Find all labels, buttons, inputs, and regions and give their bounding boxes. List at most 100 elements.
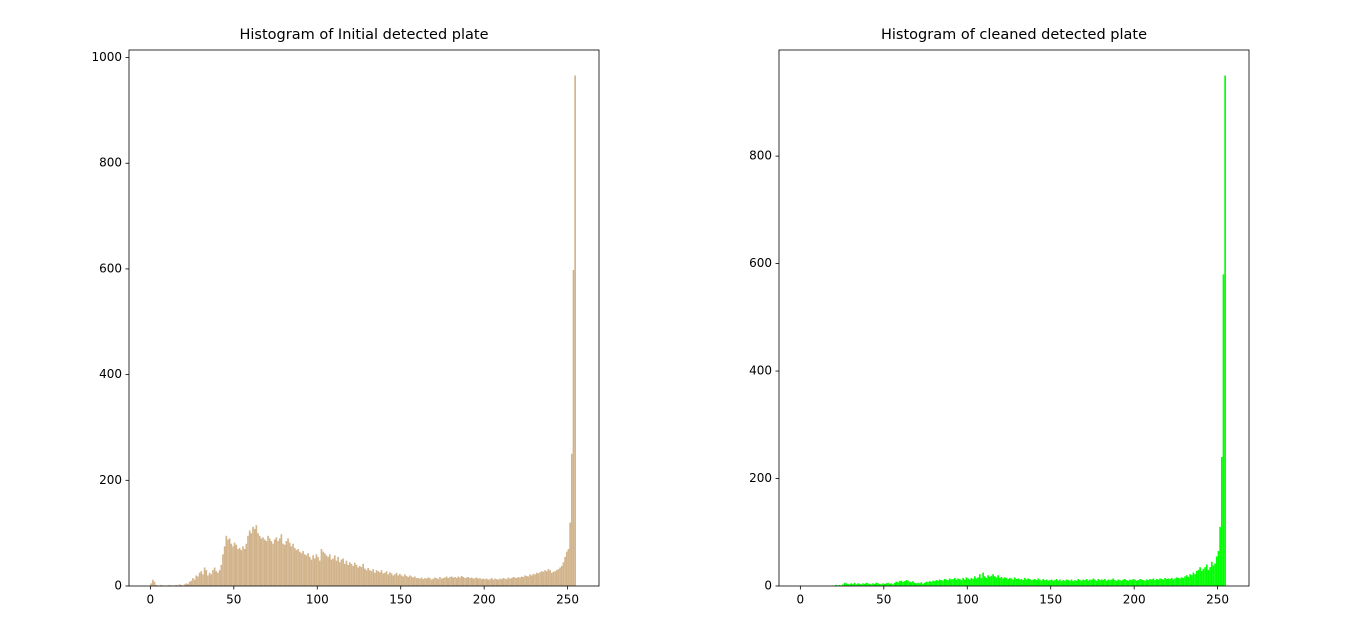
bar <box>419 578 421 586</box>
bar <box>160 584 163 586</box>
bar <box>305 555 308 586</box>
bar <box>1200 570 1203 586</box>
bar <box>420 577 423 586</box>
x-tick-label: 150 <box>1039 593 1062 607</box>
bar <box>1170 577 1173 586</box>
bar <box>1127 580 1130 586</box>
bar <box>565 551 568 586</box>
bar <box>997 575 999 586</box>
bar <box>414 576 416 586</box>
bar <box>1060 581 1063 586</box>
bar <box>422 579 425 586</box>
bar <box>212 570 214 586</box>
bar <box>308 556 311 586</box>
bar <box>887 582 889 586</box>
bar <box>1150 579 1153 586</box>
bar <box>574 75 576 587</box>
bar <box>1107 579 1110 586</box>
bar <box>213 567 216 586</box>
bar <box>479 578 481 586</box>
bar <box>445 576 448 586</box>
bar <box>499 578 501 586</box>
bar <box>922 583 924 586</box>
bar <box>878 583 881 586</box>
bar <box>850 583 853 586</box>
bar <box>1050 579 1053 586</box>
bar <box>370 571 373 586</box>
chart-title: Histogram of Initial detected plate <box>240 27 489 43</box>
bar <box>1027 578 1030 586</box>
bar <box>547 569 550 586</box>
bar <box>1014 577 1016 586</box>
bar <box>1160 579 1163 586</box>
bar <box>1037 578 1040 586</box>
bar <box>958 579 961 586</box>
bar <box>1012 579 1014 586</box>
bar <box>539 572 541 586</box>
bar <box>1070 579 1073 586</box>
bar <box>444 577 446 586</box>
bar <box>1067 580 1070 586</box>
bar <box>417 578 420 586</box>
bar <box>992 574 994 586</box>
bar <box>1045 579 1048 586</box>
bar <box>570 453 573 586</box>
y-tick-label: 0 <box>764 579 772 593</box>
bar <box>350 563 353 586</box>
bar <box>1184 576 1186 586</box>
bar <box>1085 579 1088 586</box>
bar <box>402 576 405 586</box>
bar <box>1145 579 1148 586</box>
bar <box>1130 580 1133 586</box>
bar <box>975 578 978 586</box>
bar <box>467 577 470 586</box>
y-tick-label: 800 <box>749 149 772 163</box>
bar <box>1049 580 1051 586</box>
bar <box>1003 577 1006 586</box>
bar <box>395 572 398 586</box>
bar <box>1094 579 1096 586</box>
bar <box>377 571 380 586</box>
bar <box>490 578 493 586</box>
bar <box>544 570 546 586</box>
bar <box>537 573 540 586</box>
bar <box>348 562 351 586</box>
bar <box>243 549 246 586</box>
bar <box>432 578 435 586</box>
bar <box>469 578 471 586</box>
bar <box>1135 580 1138 586</box>
bar <box>200 571 203 586</box>
bar <box>555 570 558 586</box>
bar <box>925 581 928 586</box>
x-tick-label: 50 <box>876 593 891 607</box>
bar <box>870 584 873 586</box>
bar <box>1180 577 1183 586</box>
bar <box>457 576 460 586</box>
bar <box>852 583 854 586</box>
bar <box>295 550 298 586</box>
bar <box>1044 580 1046 586</box>
bar <box>847 583 849 586</box>
bar <box>387 574 390 586</box>
bar <box>1219 526 1221 586</box>
bar <box>258 535 261 586</box>
bar <box>489 579 491 586</box>
bar <box>460 575 463 586</box>
bar <box>1124 579 1126 586</box>
bar <box>877 583 879 586</box>
bar <box>475 577 478 586</box>
bar <box>957 578 959 586</box>
bar <box>1140 579 1143 586</box>
bar <box>202 574 204 586</box>
bar <box>1010 578 1013 586</box>
bar <box>985 577 988 586</box>
bar <box>1114 580 1116 586</box>
bar <box>465 577 468 586</box>
bar <box>412 577 415 586</box>
bar <box>367 568 370 586</box>
bar <box>1215 556 1218 586</box>
y-tick-label: 200 <box>749 471 772 485</box>
bar <box>464 578 466 586</box>
bar <box>495 579 498 586</box>
